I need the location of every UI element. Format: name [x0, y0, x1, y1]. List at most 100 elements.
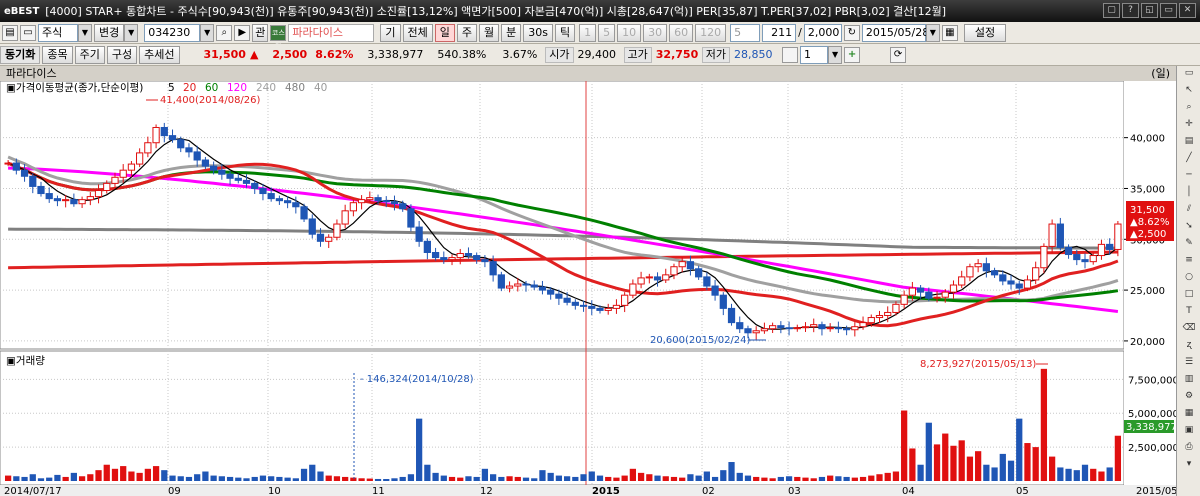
volume-bar [999, 453, 1006, 481]
monitor-icon[interactable]: ▭ [20, 24, 36, 41]
checkbox-icon[interactable] [782, 46, 799, 63]
calendar-icon[interactable]: ▦ [941, 24, 958, 41]
chevron-down-icon[interactable]: ▼ [925, 23, 940, 42]
zoom-icon[interactable]: ⌕ [1186, 102, 1192, 112]
volume-bar [572, 476, 579, 481]
refresh-icon[interactable]: ↻ [843, 24, 860, 41]
add-icon[interactable]: + [844, 46, 861, 63]
minute-opt-10[interactable]: 10 [617, 23, 642, 42]
low-annotation: 20,600(2015/02/24) [650, 335, 751, 346]
candle-body [555, 293, 563, 299]
candle-body [514, 283, 522, 287]
volume-bar [103, 464, 110, 481]
total-count-input[interactable]: 2,000 [803, 23, 842, 42]
circle-icon[interactable]: ○ [1185, 272, 1193, 282]
interval-input[interactable]: 5 [730, 23, 761, 42]
tile-window-button[interactable]: ◱ [1141, 3, 1158, 18]
window-icon[interactable]: ▭ [1184, 68, 1194, 78]
minute-opt-120[interactable]: 120 [695, 23, 727, 42]
tab-monthly[interactable]: 월 [479, 23, 500, 42]
candle-body [884, 311, 892, 317]
tab-trendline[interactable]: 추세선 [139, 45, 180, 64]
chevron-down-icon[interactable]: ▼ [78, 23, 92, 42]
tab-stock[interactable]: 종목 [42, 45, 73, 64]
chart-toolbar: ▤ ▭ 주식 ▼ 변경 ▼ 034230 ▼ ⌕ ▶ 관 코스닥 파라다이스 기… [0, 22, 1200, 51]
scroll-down-icon[interactable]: ▾ [1186, 459, 1192, 469]
minute-opt-1[interactable]: 1 [579, 23, 597, 42]
chevron-down-icon[interactable]: ▼ [124, 23, 139, 42]
candle-body [1106, 243, 1114, 250]
relation-button[interactable]: 관 [252, 23, 269, 42]
horizontal-line-icon[interactable]: ─ [1186, 170, 1192, 180]
page-input[interactable]: 1 [800, 45, 829, 64]
restore-window-button[interactable]: ▢ [1103, 3, 1120, 18]
volume-bar [1007, 460, 1015, 481]
reload-icon[interactable]: ⟳ [890, 46, 907, 63]
vertical-line-icon[interactable]: │ [1186, 187, 1192, 197]
market-select[interactable]: 주식 [38, 23, 78, 42]
crosshair-icon[interactable]: ✛ [1185, 119, 1193, 129]
candle-body [242, 179, 251, 184]
tab-gi[interactable]: 기 [380, 23, 401, 42]
change-button[interactable]: 변경 [94, 23, 125, 42]
tab-daily[interactable]: 일 [434, 23, 455, 42]
minute-opt-5[interactable]: 5 [598, 23, 616, 42]
tab-weekly[interactable]: 주 [456, 23, 477, 42]
candle-body [292, 202, 300, 208]
minute-opt-30[interactable]: 30 [643, 23, 668, 42]
minimize-window-button[interactable]: ▭ [1160, 3, 1177, 18]
tab-tick[interactable]: 틱 [554, 23, 576, 42]
chart-icon[interactable]: ▤ [1184, 136, 1194, 146]
volume-bar [185, 476, 193, 481]
tab-minute[interactable]: 분 [501, 23, 522, 42]
zigzag-icon[interactable]: ʐ [1186, 340, 1192, 350]
volume-tick-label: 2,500,000 [1128, 443, 1176, 454]
settings-icon[interactable]: ⚙ [1184, 391, 1194, 401]
chevron-down-icon[interactable]: ▼ [200, 23, 215, 42]
candle-body [596, 307, 604, 311]
close-window-button[interactable]: ✕ [1179, 3, 1196, 18]
volume-bar [868, 475, 875, 481]
bar-icon[interactable]: ▥ [1184, 374, 1194, 384]
settings-button[interactable]: 설정 [963, 23, 1007, 42]
volume-bar [1106, 467, 1113, 481]
text-icon[interactable]: T [1186, 306, 1192, 316]
trendline-icon[interactable]: ╱ [1186, 153, 1192, 163]
tab-period[interactable]: 주기 [74, 45, 105, 64]
stock-chart[interactable]: 40,00035,00030,00025,00020,0007,500,0005… [0, 81, 1176, 496]
stock-code-input[interactable]: 034230 [144, 23, 201, 42]
pen-icon[interactable]: ✎ [1185, 238, 1193, 248]
list-icon[interactable]: ☰ [1184, 357, 1194, 367]
volume-bar [243, 478, 250, 481]
x-tick-label: 12 [480, 486, 493, 496]
print-icon[interactable]: ⎙ [1185, 442, 1193, 452]
layout-icon[interactable]: ▤ [2, 24, 18, 41]
save-icon[interactable]: ▣ [1184, 425, 1194, 435]
search-icon[interactable]: ⌕ [216, 24, 233, 41]
tab-layout[interactable]: 구성 [106, 45, 138, 64]
candle-body [275, 198, 284, 202]
sync-label[interactable]: 동기화 [0, 45, 41, 64]
date-input[interactable]: 2015/05/28 [861, 23, 929, 42]
volume-bar [555, 475, 563, 481]
candle-body [20, 169, 29, 177]
tab-30s[interactable]: 30s [523, 23, 553, 42]
minute-opt-60[interactable]: 60 [669, 23, 694, 42]
volume-bar [1090, 468, 1097, 481]
turnover-rate: 3.67% [502, 48, 538, 61]
help-button[interactable]: ? [1122, 3, 1139, 18]
eraser-icon[interactable]: ⌫ [1182, 323, 1196, 333]
tab-all[interactable]: 전체 [402, 23, 433, 42]
count-input[interactable]: 211 [762, 23, 797, 42]
channel-icon[interactable]: ⫽ [1186, 204, 1191, 214]
arrow-icon[interactable]: ➘ [1185, 221, 1193, 231]
play-icon[interactable]: ▶ [234, 24, 251, 41]
cursor-icon[interactable]: ↖ [1185, 85, 1193, 95]
fibonacci-icon[interactable]: ≡ [1185, 255, 1193, 265]
rectangle-icon[interactable]: □ [1184, 289, 1194, 299]
grid-icon[interactable]: ▦ [1184, 408, 1194, 418]
ma-legend-period: 120 [227, 82, 247, 94]
chevron-down-icon[interactable]: ▼ [828, 45, 843, 64]
volume-bar [637, 472, 645, 481]
chart-area[interactable]: 파라다이스 (일) 40,00035,00030,00025,00020,000… [0, 66, 1176, 496]
